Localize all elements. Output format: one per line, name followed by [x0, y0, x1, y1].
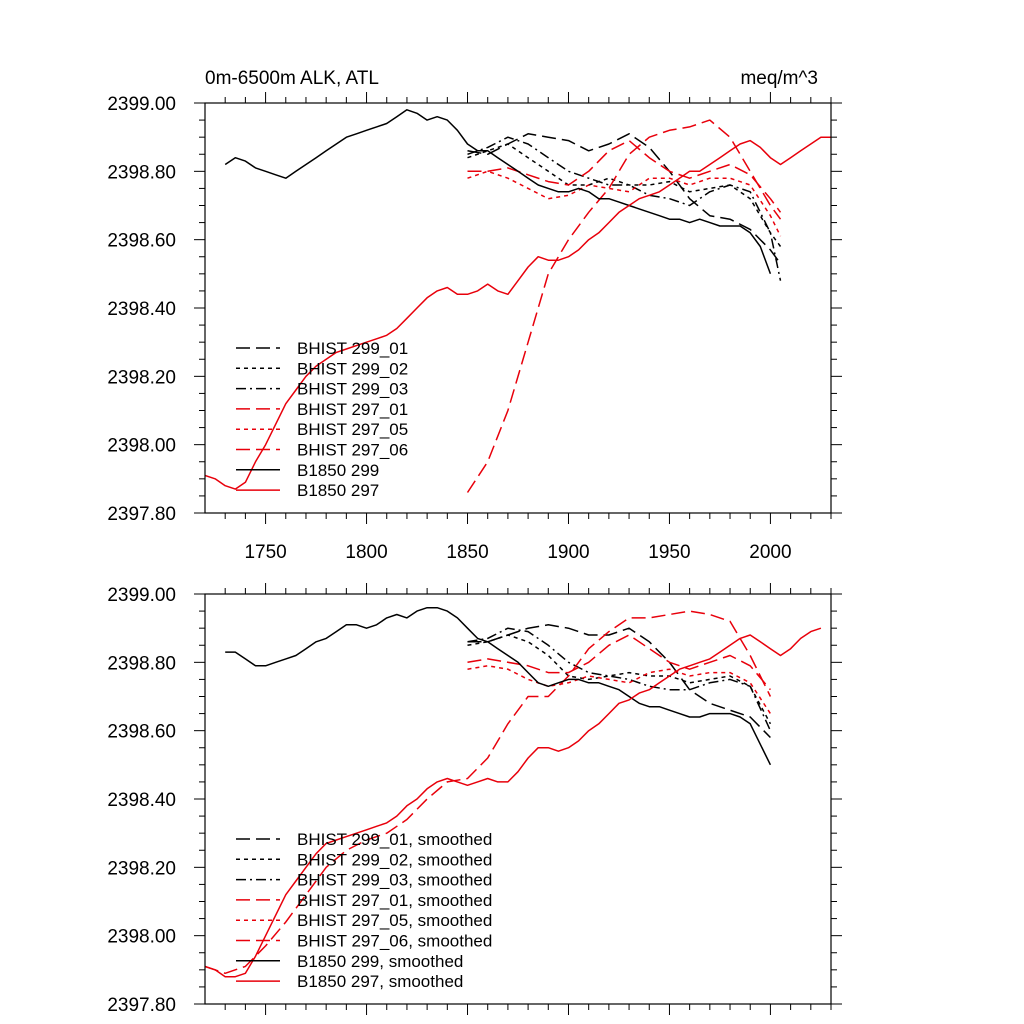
- bottom-series-line-4: [205, 610, 772, 975]
- top-legend-label-3: BHIST 299_03: [297, 380, 408, 399]
- top-series-line-6: [467, 139, 782, 213]
- bottom-legend-label-4: BHIST 297_01, smoothed: [297, 891, 492, 910]
- top-x-tick-label: 1900: [547, 542, 589, 563]
- bottom-series-line-3: [467, 627, 772, 732]
- bottom-y-tick-label: 2398.80: [107, 653, 176, 674]
- top-y-tick-label: 2398.00: [107, 436, 176, 457]
- bottom-legend-label-6: BHIST 297_06, smoothed: [297, 932, 492, 951]
- bottom-y-tick-label: 2399.00: [107, 585, 176, 606]
- bottom-series-line-7: [225, 606, 772, 766]
- top-legend-label-4: BHIST 297_01: [297, 400, 408, 419]
- bottom-y-tick-label: 2398.20: [107, 858, 176, 879]
- top-legend-label-5: BHIST 297_05: [297, 420, 408, 439]
- top-y-tick-label: 2399.00: [107, 94, 176, 115]
- top-y-tick-label: 2397.80: [107, 504, 176, 525]
- top-series-line-2: [467, 143, 782, 247]
- top-legend-label-8: B1850 297: [297, 481, 379, 500]
- top-x-tick-label: 1950: [648, 542, 690, 563]
- bottom-y-tick-label: 2398.60: [107, 722, 176, 743]
- bottom-legend-label-8: B1850 297, smoothed: [297, 972, 463, 991]
- top-x-tick-label: 1800: [345, 542, 387, 563]
- bottom-legend-label-1: BHIST 299_01, smoothed: [297, 830, 492, 849]
- top-y-tick-label: 2398.80: [107, 162, 176, 183]
- bottom-legend-label-5: BHIST 297_05, smoothed: [297, 911, 492, 930]
- top-series-line-3: [467, 136, 782, 281]
- top-legend-label-6: BHIST 297_06: [297, 441, 408, 460]
- top-x-tick-label: 1850: [446, 542, 488, 563]
- bottom-legend-label-7: B1850 299, smoothed: [297, 952, 463, 971]
- top-series-line-8: [205, 136, 831, 490]
- top-series-line-7: [224, 109, 772, 275]
- bottom-legend-label-2: BHIST 299_02, smoothed: [297, 850, 492, 869]
- bottom-y-tick-label: 2397.80: [107, 995, 176, 1016]
- bottom-panel: 2397.80 2398.00 2398.20 2398.40 2398.60 2398.…: [107, 583, 842, 1016]
- top-y-tick-label: 2398.60: [107, 231, 176, 252]
- top-x-tick-label: 1750: [244, 542, 286, 563]
- top-series-line-5: [467, 170, 782, 237]
- top-panel-units: meq/m^3: [740, 68, 818, 89]
- bottom-series-line-8: [205, 627, 822, 978]
- top-series-line-4: [466, 119, 782, 493]
- bottom-series-line-6: [467, 634, 771, 691]
- top-legend-label-7: B1850 299: [297, 461, 379, 480]
- top-legend-label-1: BHIST 299_01: [297, 339, 408, 358]
- top-y-tick-label: 2398.40: [107, 299, 176, 320]
- top-legend-label-2: BHIST 299_02: [297, 359, 408, 378]
- top-panel-title: 0m-6500m ALK, ATL: [205, 68, 379, 89]
- bottom-y-tick-label: 2398.40: [107, 790, 176, 811]
- top-series-line-1: [467, 133, 782, 265]
- bottom-y-tick-label: 2398.00: [107, 927, 176, 948]
- top-y-tick-label: 2398.20: [107, 367, 176, 388]
- top-x-tick-label: 2000: [749, 542, 791, 563]
- bottom-series-line-1: [467, 624, 771, 739]
- top-panel: 0m-6500m ALK, ATL meq/m^3 1750 1800 1850 19…: [107, 68, 842, 563]
- bottom-legend-label-3: BHIST 299_03, smoothed: [297, 871, 492, 890]
